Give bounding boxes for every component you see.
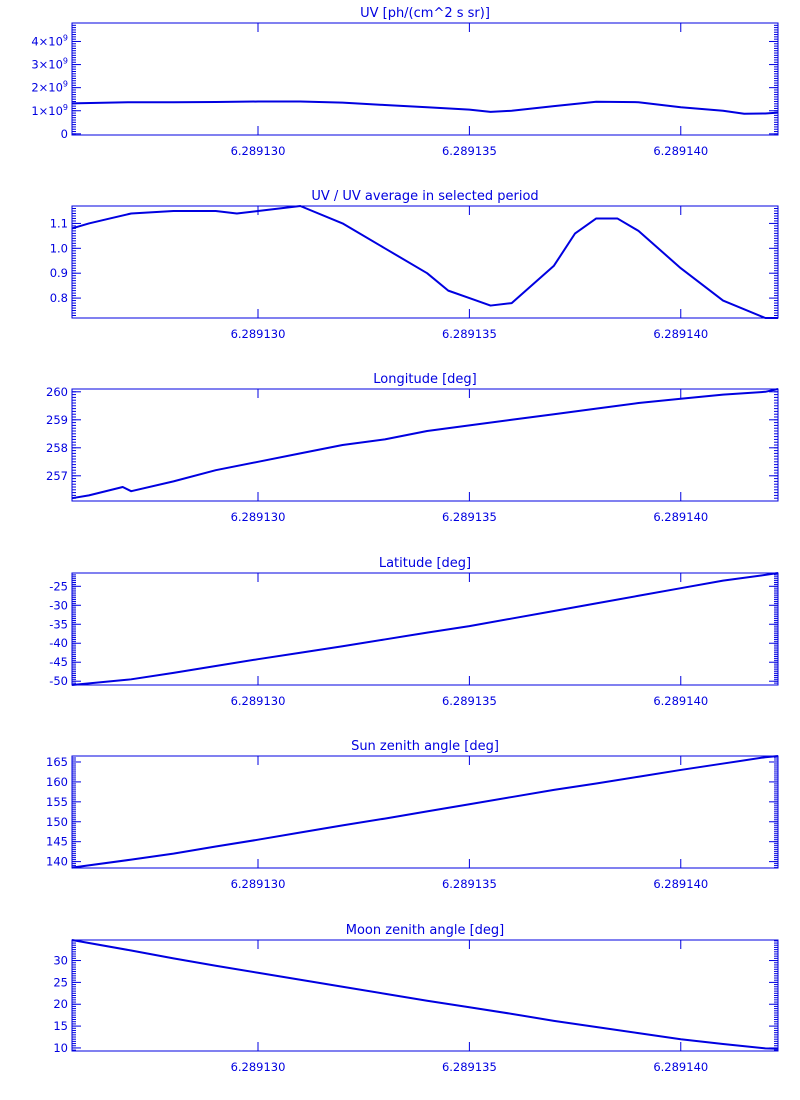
x-tick-label: 6.289140 xyxy=(653,510,708,524)
chart-panel: Sun zenith angle [deg] 140 145 150 155 160 165… xyxy=(46,739,779,891)
x-tick-label: 6.289130 xyxy=(231,144,286,158)
y-tick-label: 257 xyxy=(46,469,68,483)
plot-frame xyxy=(71,205,779,319)
y-tick-label: -30 xyxy=(49,598,68,612)
chart-title: Latitude [deg] xyxy=(379,556,471,571)
y-tick-label: 1×109​ xyxy=(31,103,68,118)
chart-title: Moon zenith angle [deg] xyxy=(346,923,504,938)
x-tick-label: 6.289140 xyxy=(653,694,708,708)
chart-panel: Latitude [deg] -50 -45 -40 -35 -30 -25 6.289130… xyxy=(49,556,779,708)
chart-panel: UV [ph/(cm^2 s sr)] 0 1×109​ 2×109​ 3×109​ 4×… xyxy=(31,6,779,158)
y-tick-label: 160 xyxy=(46,775,68,789)
x-tick-label: 6.289135 xyxy=(442,694,497,708)
y-tick-label: -40 xyxy=(49,636,68,650)
y-tick-label: 260 xyxy=(46,385,68,399)
series-line xyxy=(71,939,779,1050)
x-tick-label: 6.289135 xyxy=(442,144,497,158)
x-tick-label: 6.289135 xyxy=(442,327,497,341)
x-tick-label: 6.289130 xyxy=(231,1060,286,1074)
y-tick-label: 155 xyxy=(46,795,68,809)
chart-panel: Moon zenith angle [deg] 10 15 20 25 30 6.28913… xyxy=(53,923,779,1074)
y-tick-label: 150 xyxy=(46,815,68,829)
y-tick-label: 3×109​ xyxy=(31,57,68,72)
series-line xyxy=(71,205,778,319)
y-tick-label: 10 xyxy=(53,1041,68,1055)
chart-panel: Longitude [deg] 257 258 259 260 6.289130 6.289… xyxy=(46,372,779,524)
x-tick-label: 6.289135 xyxy=(442,877,497,891)
x-tick-label: 6.289140 xyxy=(653,1060,708,1074)
y-tick-label: 0.8 xyxy=(50,291,68,305)
plot-frame xyxy=(71,572,779,686)
chart-title: Longitude [deg] xyxy=(373,372,476,387)
y-tick-label: 258 xyxy=(46,441,68,455)
y-tick-label: 0 xyxy=(61,127,68,141)
y-tick-label: -25 xyxy=(49,579,68,593)
y-tick-label: -45 xyxy=(49,655,68,669)
x-tick-label: 6.289130 xyxy=(231,694,286,708)
y-tick-label: -50 xyxy=(49,674,68,688)
y-tick-label: 1.1 xyxy=(50,216,68,230)
chart-title: UV [ph/(cm^2 s sr)] xyxy=(360,6,490,21)
series-line xyxy=(71,100,779,115)
plot-frame xyxy=(71,939,779,1052)
chart-title: Sun zenith angle [deg] xyxy=(351,739,499,754)
y-tick-label: 2×109​ xyxy=(31,80,68,95)
x-tick-label: 6.289140 xyxy=(653,877,708,891)
series-line xyxy=(71,388,779,500)
y-tick-label: -35 xyxy=(49,617,68,631)
y-tick-label: 15 xyxy=(53,1019,68,1033)
y-tick-label: 1.0 xyxy=(50,241,68,255)
y-tick-label: 4×109​ xyxy=(31,33,68,48)
x-tick-label: 6.289140 xyxy=(653,144,708,158)
y-tick-label: 165 xyxy=(46,755,68,769)
x-tick-label: 6.289130 xyxy=(231,510,286,524)
chart-panel: UV / UV average in selected period 0.8 0.9… xyxy=(50,189,779,341)
x-tick-label: 6.289130 xyxy=(231,327,286,341)
y-tick-label: 20 xyxy=(53,997,68,1011)
y-tick-label: 30 xyxy=(53,954,68,968)
y-tick-label: 25 xyxy=(53,975,68,989)
series-line xyxy=(71,572,779,686)
y-tick-label: 0.9 xyxy=(50,266,68,280)
x-tick-label: 6.289135 xyxy=(442,510,497,524)
chart-title: UV / UV average in selected period xyxy=(311,189,538,204)
plot-frame xyxy=(71,22,779,136)
y-tick-label: 259 xyxy=(46,413,68,427)
plot-frame xyxy=(71,388,779,502)
y-tick-label: 140 xyxy=(46,855,68,869)
y-tick-label: 145 xyxy=(46,835,68,849)
x-tick-label: 6.289130 xyxy=(231,877,286,891)
x-tick-label: 6.289140 xyxy=(653,327,708,341)
series-line xyxy=(71,755,779,869)
x-tick-label: 6.289135 xyxy=(442,1060,497,1074)
